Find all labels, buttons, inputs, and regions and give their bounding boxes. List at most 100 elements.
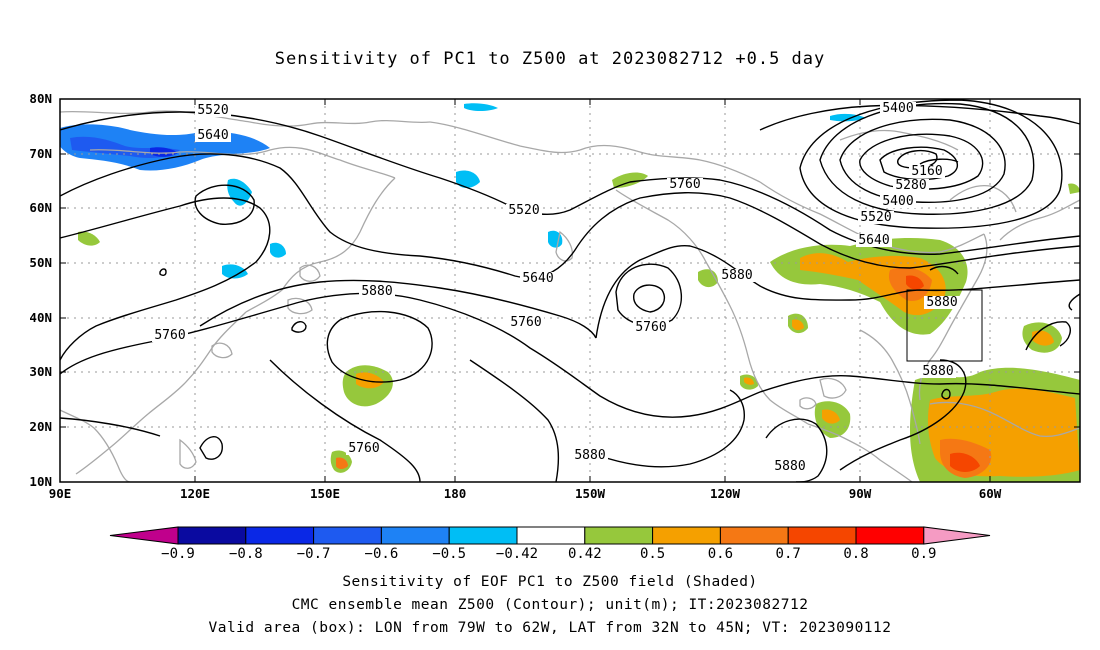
shade-positive-east-orange — [1032, 330, 1054, 346]
colorbar-label: −0.8 — [229, 546, 263, 562]
shade-negative-peak — [150, 147, 178, 157]
longitude-labels: 90E 120E 150E 180 150W 120W 90W 60W — [49, 486, 1002, 501]
caption-contour: CMC ensemble mean Z500 (Contour); unit(m… — [291, 597, 809, 613]
contour-5520-north — [60, 111, 1080, 255]
contour-5880-east-edge — [60, 417, 161, 437]
colorbar-label: 0.42 — [568, 546, 602, 562]
contour-ne-high1 — [194, 184, 255, 225]
contour-5880-south — [269, 359, 421, 482]
colorbar-label: −0.9 — [161, 546, 195, 562]
caption-shading: Sensitivity of EOF PC1 to Z500 field (Sh… — [342, 574, 758, 590]
colorbar-extend-low — [109, 526, 179, 545]
contour-label: 5880 — [774, 459, 805, 474]
colorbar-segment — [719, 526, 789, 545]
contour-5160-core — [897, 149, 938, 169]
contour-5640 — [60, 153, 1080, 279]
contour-label: 5640 — [522, 271, 553, 286]
contour-label: 5760 — [635, 320, 666, 335]
colorbar: −0.9 −0.8 −0.7 −0.6 −0.5 −0.42 0.42 0.5 0.6 0.7 0.… — [109, 526, 991, 562]
shade-positive-carib2 — [822, 409, 840, 424]
colorbar-segment — [516, 526, 586, 545]
shade-negative-light6 — [548, 230, 563, 248]
colorbar-label: 0.9 — [911, 546, 936, 562]
shade-positive-ne-green — [612, 172, 648, 188]
shade-negative-light3 — [270, 242, 286, 258]
contour-5400-arc — [759, 104, 1080, 131]
colorbar-extend-high — [923, 526, 991, 545]
contour-5880-s2 — [469, 359, 560, 482]
lat-label: 30N — [29, 364, 52, 379]
contour-pac-low — [199, 436, 223, 460]
gridlines — [60, 99, 1080, 482]
contour-east-trough — [1025, 321, 1071, 351]
lat-label: 40N — [29, 310, 52, 325]
lon-label: 150E — [310, 486, 340, 501]
colorbar-label: 0.5 — [640, 546, 665, 562]
contour-label: 5880 — [721, 268, 752, 283]
shade-negative-light2 — [222, 264, 248, 279]
contour-atl-small — [941, 388, 951, 400]
colorbar-segment — [177, 526, 247, 545]
contour-ring-pac — [326, 310, 433, 383]
contour-cutoff-ne — [929, 265, 959, 275]
contour-label: 5640 — [858, 233, 889, 248]
lat-label: 10N — [29, 474, 52, 489]
lon-label: 120W — [710, 486, 741, 501]
contour-5280-arc — [919, 158, 959, 165]
contour-lowcenter-2 — [859, 133, 984, 190]
contour-label: 5880 — [361, 284, 392, 299]
contour-label: 5400 — [882, 101, 913, 116]
lon-label: 60W — [979, 486, 1002, 501]
contour-midpac-low2 — [633, 284, 666, 313]
colorbar-label: −0.6 — [365, 546, 399, 562]
lon-label: 90W — [849, 486, 872, 501]
lon-label: 150W — [575, 486, 606, 501]
contour-5760 — [60, 197, 271, 361]
coastlines — [60, 110, 1080, 482]
lat-label: 20N — [29, 419, 52, 434]
colorbar-segment — [448, 526, 518, 545]
colorbar-label: −0.7 — [297, 546, 331, 562]
colorbar-segment — [380, 526, 450, 545]
colorbar-label: 0.6 — [708, 546, 733, 562]
colorbar-label: −0.5 — [432, 546, 466, 562]
caption-valid-area: Valid area (box): LON from 79W to 62W, L… — [208, 620, 892, 636]
shade-positive-gulf2 — [792, 319, 804, 331]
contour-5880-s5 — [839, 359, 967, 471]
contour-label: 5520 — [197, 103, 228, 118]
figure-title: Sensitivity of PC1 to Z500 at 2023082712… — [274, 49, 826, 69]
lat-label: 70N — [29, 146, 52, 161]
shade-negative-light5 — [464, 103, 498, 111]
valid-area-box — [906, 289, 983, 362]
contour-label: 5520 — [860, 210, 891, 225]
lon-label: 180 — [444, 486, 467, 501]
contour-label: 5280 — [895, 178, 926, 193]
colorbar-segment — [313, 526, 382, 545]
shade-positive-pac2-orange — [336, 457, 348, 469]
contour-east-arc — [1068, 293, 1080, 311]
lon-label: 120E — [180, 486, 210, 501]
contour-label: 5520 — [508, 203, 539, 218]
shade-positive-small1 — [78, 231, 100, 246]
contour-label: 5760 — [510, 315, 541, 330]
shade-positive-pac-orange — [356, 372, 384, 389]
contour-label: 5880 — [574, 448, 605, 463]
lat-label: 60N — [29, 200, 52, 215]
contour-5880-s3 — [599, 389, 745, 468]
contour-label: 5160 — [911, 164, 942, 179]
colorbar-segment — [787, 526, 857, 545]
lat-label: 80N — [29, 91, 52, 106]
contour-label: 5760 — [154, 328, 185, 343]
colorbar-segment — [855, 526, 925, 545]
contour-label: 5640 — [197, 128, 228, 143]
shade-positive-small2 — [1068, 183, 1080, 194]
shade-positive-mex2 — [744, 377, 754, 385]
contour-label: 5760 — [669, 177, 700, 192]
contour-label: 5400 — [882, 194, 913, 209]
colorbar-label: −0.42 — [496, 546, 538, 562]
axis-ticks — [59, 98, 1080, 483]
colorbar-segment — [245, 526, 315, 545]
shade-negative-light4 — [456, 170, 480, 188]
contour-lowcenter-1 — [879, 146, 958, 181]
